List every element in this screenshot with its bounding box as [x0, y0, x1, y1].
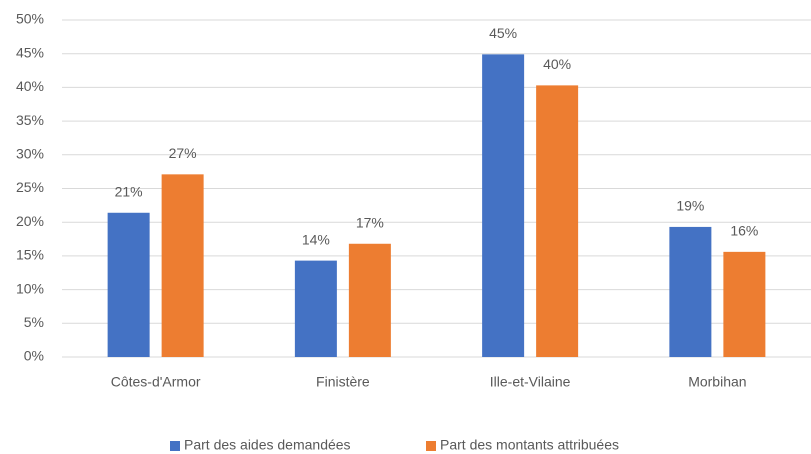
bar	[348, 243, 391, 357]
data-label: 17%	[356, 214, 384, 230]
legend-label: Part des montants attribuées	[440, 437, 619, 453]
y-tick-label: 0%	[24, 348, 44, 364]
bar	[482, 54, 525, 358]
data-label: 16%	[730, 223, 758, 239]
x-tick-label: Morbihan	[688, 374, 746, 390]
x-tick-label: Finistère	[316, 374, 370, 390]
bar	[536, 85, 579, 358]
data-label: 14%	[302, 231, 330, 247]
x-tick-label: Ille-et-Vilaine	[490, 374, 571, 390]
legend-swatch	[170, 441, 180, 451]
y-tick-label: 50%	[16, 11, 44, 27]
data-label: 27%	[169, 145, 197, 161]
data-label: 19%	[676, 198, 704, 214]
x-tick-label: Côtes-d'Armor	[111, 374, 201, 390]
bar	[723, 251, 766, 357]
y-tick-label: 25%	[16, 179, 44, 195]
y-tick-label: 10%	[16, 280, 44, 296]
legend-label: Part des aides demandées	[184, 437, 351, 453]
y-tick-label: 35%	[16, 112, 44, 128]
y-tick-label: 45%	[16, 44, 44, 60]
data-label: 40%	[543, 56, 571, 72]
y-tick-label: 40%	[16, 78, 44, 94]
data-label: 45%	[489, 25, 517, 41]
data-label: 21%	[115, 183, 143, 199]
y-tick-label: 15%	[16, 247, 44, 263]
y-tick-label: 20%	[16, 213, 44, 229]
bar	[107, 212, 150, 357]
y-tick-label: 5%	[24, 314, 44, 330]
bar	[294, 260, 337, 357]
bar	[161, 174, 204, 357]
legend-swatch	[426, 441, 436, 451]
bar	[669, 226, 712, 357]
y-tick-label: 30%	[16, 146, 44, 162]
